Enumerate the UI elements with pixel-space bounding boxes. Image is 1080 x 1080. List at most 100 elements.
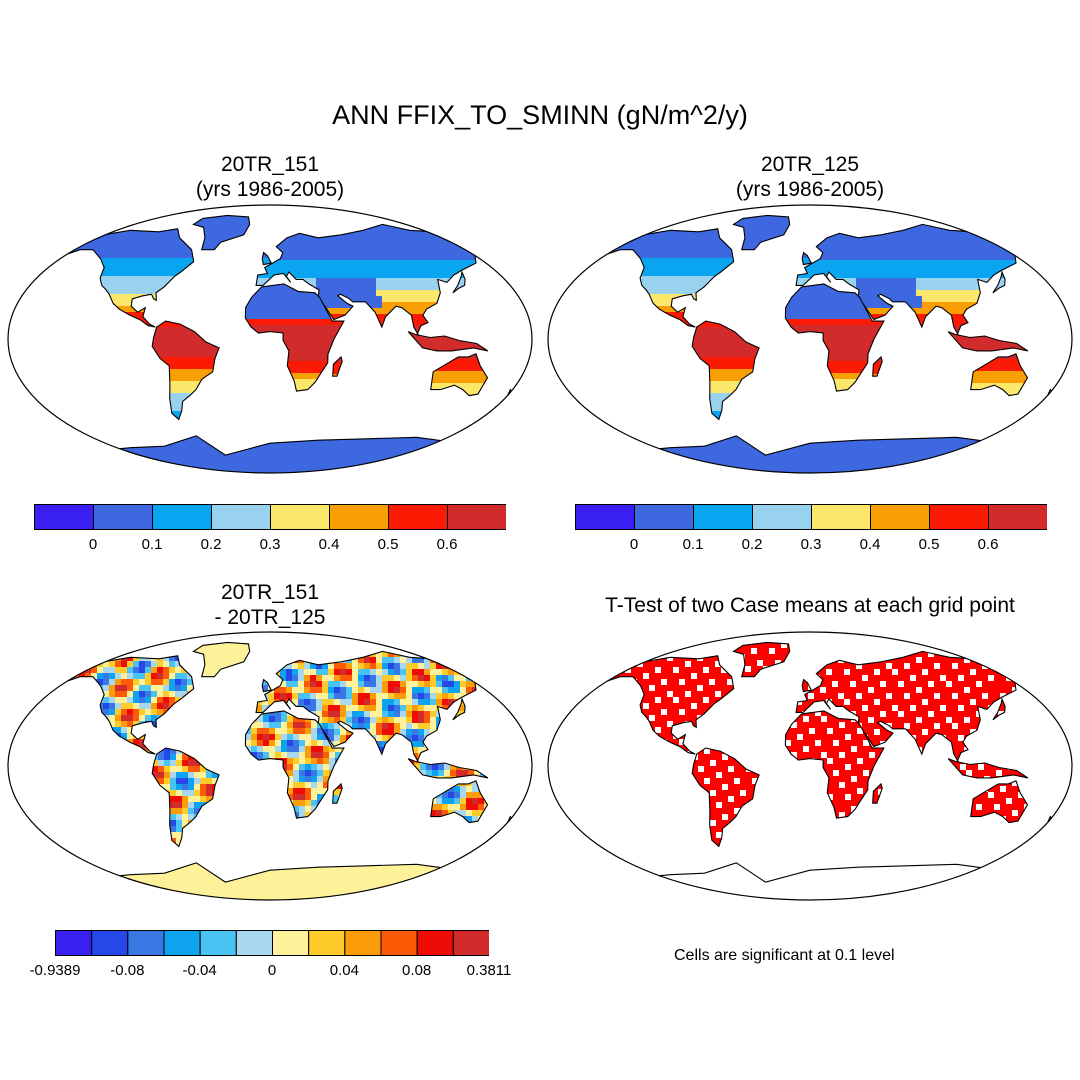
colorbar-box	[308, 930, 346, 956]
colorbar-tick-label: -0.08	[110, 962, 145, 979]
colorbar-box	[329, 504, 389, 530]
coastline-australia	[430, 353, 489, 397]
colorbar-tick-label: 0.04	[329, 962, 359, 979]
coastline-uk	[801, 678, 813, 693]
colorbar-tick-label: 0.1	[141, 536, 163, 553]
coastline-eurasia	[795, 650, 1027, 765]
colorbar-box	[870, 504, 930, 530]
colorbar-box	[211, 504, 271, 530]
map-top-left	[7, 204, 533, 474]
coastline-southAmerica	[691, 747, 760, 848]
panel-title-line2: - 20TR_125	[214, 606, 326, 629]
map-bottom-right	[547, 631, 1073, 901]
colorbar-tick-label: 0.2	[200, 536, 222, 553]
coastline-madagascar	[332, 782, 343, 804]
panel-title-line1: 20TR_151	[220, 581, 320, 604]
colorbar-tick-label: 0	[88, 536, 98, 553]
colorbar-box	[152, 504, 212, 530]
colorbar-box	[127, 930, 165, 956]
map-frame	[7, 631, 533, 901]
coastline-northAmerica	[600, 228, 735, 328]
colorbar-box	[752, 504, 812, 530]
colorbar-box	[272, 930, 310, 956]
colorbar-box	[693, 504, 753, 530]
colorbar-box	[388, 504, 448, 530]
colorbar-box	[270, 504, 330, 530]
coastline-australia	[970, 353, 1029, 397]
colorbar-tick-label: 0.5	[377, 536, 399, 553]
coastline-australia	[430, 780, 489, 824]
panel-title-line2: (yrs 1986-2005)	[735, 178, 885, 201]
coastline-eurasia	[795, 223, 1027, 338]
colorbar-tick-label: -0.04	[182, 962, 217, 979]
coastline-southAmerica	[691, 320, 760, 421]
coastline-greenland	[732, 641, 791, 678]
coastline-greenland	[192, 214, 251, 251]
coastline-southAmerica	[151, 747, 220, 848]
coastline-africa	[784, 710, 885, 819]
coastline-madagascar	[872, 782, 883, 804]
colorbar-tick-label: 0.4	[318, 536, 340, 553]
colorbar-box	[452, 930, 489, 956]
colorbar-box	[344, 930, 382, 956]
coastline-uk	[801, 251, 813, 266]
colorbar-tick-label: 0.2	[741, 536, 763, 553]
colorbar-box	[93, 504, 153, 530]
coastline-africa	[244, 710, 345, 819]
colorbar-tick-label: 0.1	[682, 536, 704, 553]
coastline-uk	[261, 678, 273, 693]
coastline-japan	[452, 697, 466, 721]
colorbar-tick-label: 0	[629, 536, 639, 553]
map-bottom-left	[7, 631, 533, 901]
colorbar-box	[34, 504, 94, 530]
colorbar-box	[929, 504, 989, 530]
colorbar-box	[416, 930, 454, 956]
coastline-greenland	[732, 214, 791, 251]
colorbar-box	[235, 930, 273, 956]
coastline-japan	[992, 697, 1006, 721]
coastline-northAmerica	[60, 655, 195, 755]
map-frame	[7, 204, 533, 474]
coastline-japan	[452, 270, 466, 294]
colorbar-box	[91, 930, 129, 956]
panel-title-bottom-right: T-Test of two Case means at each grid po…	[545, 593, 1075, 618]
map-frame	[547, 204, 1073, 474]
panel-title-top-right: 20TR_125 (yrs 1986-2005)	[630, 152, 990, 202]
colorbar-tick-label: 0.5	[918, 536, 940, 553]
coastline-australia	[970, 780, 1029, 824]
colorbar-bottom-left	[55, 930, 489, 956]
coastline-madagascar	[332, 355, 343, 377]
coastline-indonesia	[407, 331, 489, 352]
coastline-africa	[244, 283, 345, 392]
significance-note: Cells are significant at 0.1 level	[674, 947, 895, 964]
colorbar-box	[163, 930, 201, 956]
coastline-madagascar	[872, 355, 883, 377]
map-top-right	[547, 204, 1073, 474]
colorbar-tick-label: 0.6	[977, 536, 999, 553]
colorbar-box	[199, 930, 237, 956]
colorbar-box	[988, 504, 1047, 530]
map-frame	[547, 631, 1073, 901]
colorbar-tick-label: 0.3811	[466, 962, 512, 979]
colorbar-top-right	[575, 504, 1047, 530]
panel-title-line1: 20TR_151	[220, 153, 320, 176]
coastline-eurasia	[255, 223, 487, 338]
colorbar-tick-label: 0.3	[259, 536, 281, 553]
colorbar-box	[811, 504, 871, 530]
colorbar-tick-label: 0	[267, 962, 277, 979]
coastline-greenland	[192, 641, 251, 678]
coastline-southAmerica	[151, 320, 220, 421]
colorbar-tick-label: 0.3	[800, 536, 822, 553]
coastline-indonesia	[947, 331, 1029, 352]
coastline-northAmerica	[600, 655, 735, 755]
colorbar-box	[447, 504, 506, 530]
coastline-northAmerica	[60, 228, 195, 328]
panel-title-top-left: 20TR_151 (yrs 1986-2005)	[90, 152, 450, 202]
coastline-eurasia	[255, 650, 487, 765]
colorbar-box	[575, 504, 635, 530]
coastline-africa	[784, 283, 885, 392]
panel-title-bottom-left: 20TR_151 - 20TR_125	[90, 580, 450, 630]
coastline-uk	[261, 251, 273, 266]
colorbar-tick-label: 0.6	[436, 536, 458, 553]
colorbar-tick-label: -0.9389	[29, 962, 81, 979]
